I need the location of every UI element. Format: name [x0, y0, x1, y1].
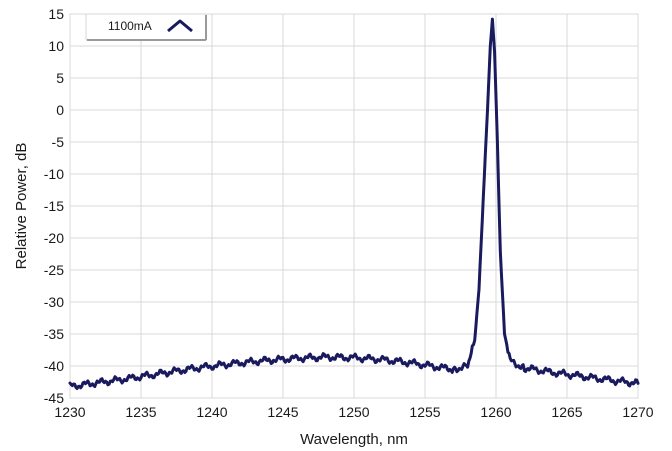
x-axis-ticks: 1230 1235 1240 1245 1250 1255 1260 1265 1270 [54, 404, 653, 420]
y-tick-label: -10 [44, 166, 64, 182]
y-tick-label: 5 [56, 70, 64, 86]
y-tick-label: -5 [52, 134, 65, 150]
x-tick-label: 1230 [54, 404, 85, 420]
x-tick-label: 1270 [622, 404, 653, 420]
x-tick-label: 1240 [196, 404, 227, 420]
x-tick-label: 1255 [409, 404, 440, 420]
series-line [68, 17, 640, 390]
y-tick-label: 15 [48, 6, 64, 22]
y-tick-label: 10 [48, 38, 64, 54]
y-axis-title: Relative Power, dB [13, 143, 30, 270]
legend-label: 1100mA [108, 19, 152, 33]
y-tick-label: -35 [44, 326, 64, 342]
grid [69, 13, 639, 399]
y-tick-label: -40 [44, 358, 64, 374]
y-tick-label: -25 [44, 262, 64, 278]
legend: 1100mA [85, 13, 207, 41]
y-tick-label: -15 [44, 198, 64, 214]
y-axis-ticks: 15 10 5 0 -5 -10 -15 -20 -25 -30 -35 -40 -45 [44, 6, 64, 406]
y-tick-label: -20 [44, 230, 64, 246]
x-tick-label: 1235 [125, 404, 156, 420]
y-tick-label: -30 [44, 294, 64, 310]
legend-line-icon [167, 19, 193, 33]
y-tick-label: -45 [44, 390, 64, 406]
x-tick-label: 1245 [267, 404, 298, 420]
x-axis-title: Wavelength, nm [300, 431, 408, 448]
x-tick-label: 1250 [338, 404, 369, 420]
y-tick-label: 0 [56, 102, 64, 118]
x-tick-label: 1265 [551, 404, 582, 420]
x-tick-label: 1260 [480, 404, 511, 420]
series-layer [68, 17, 640, 390]
